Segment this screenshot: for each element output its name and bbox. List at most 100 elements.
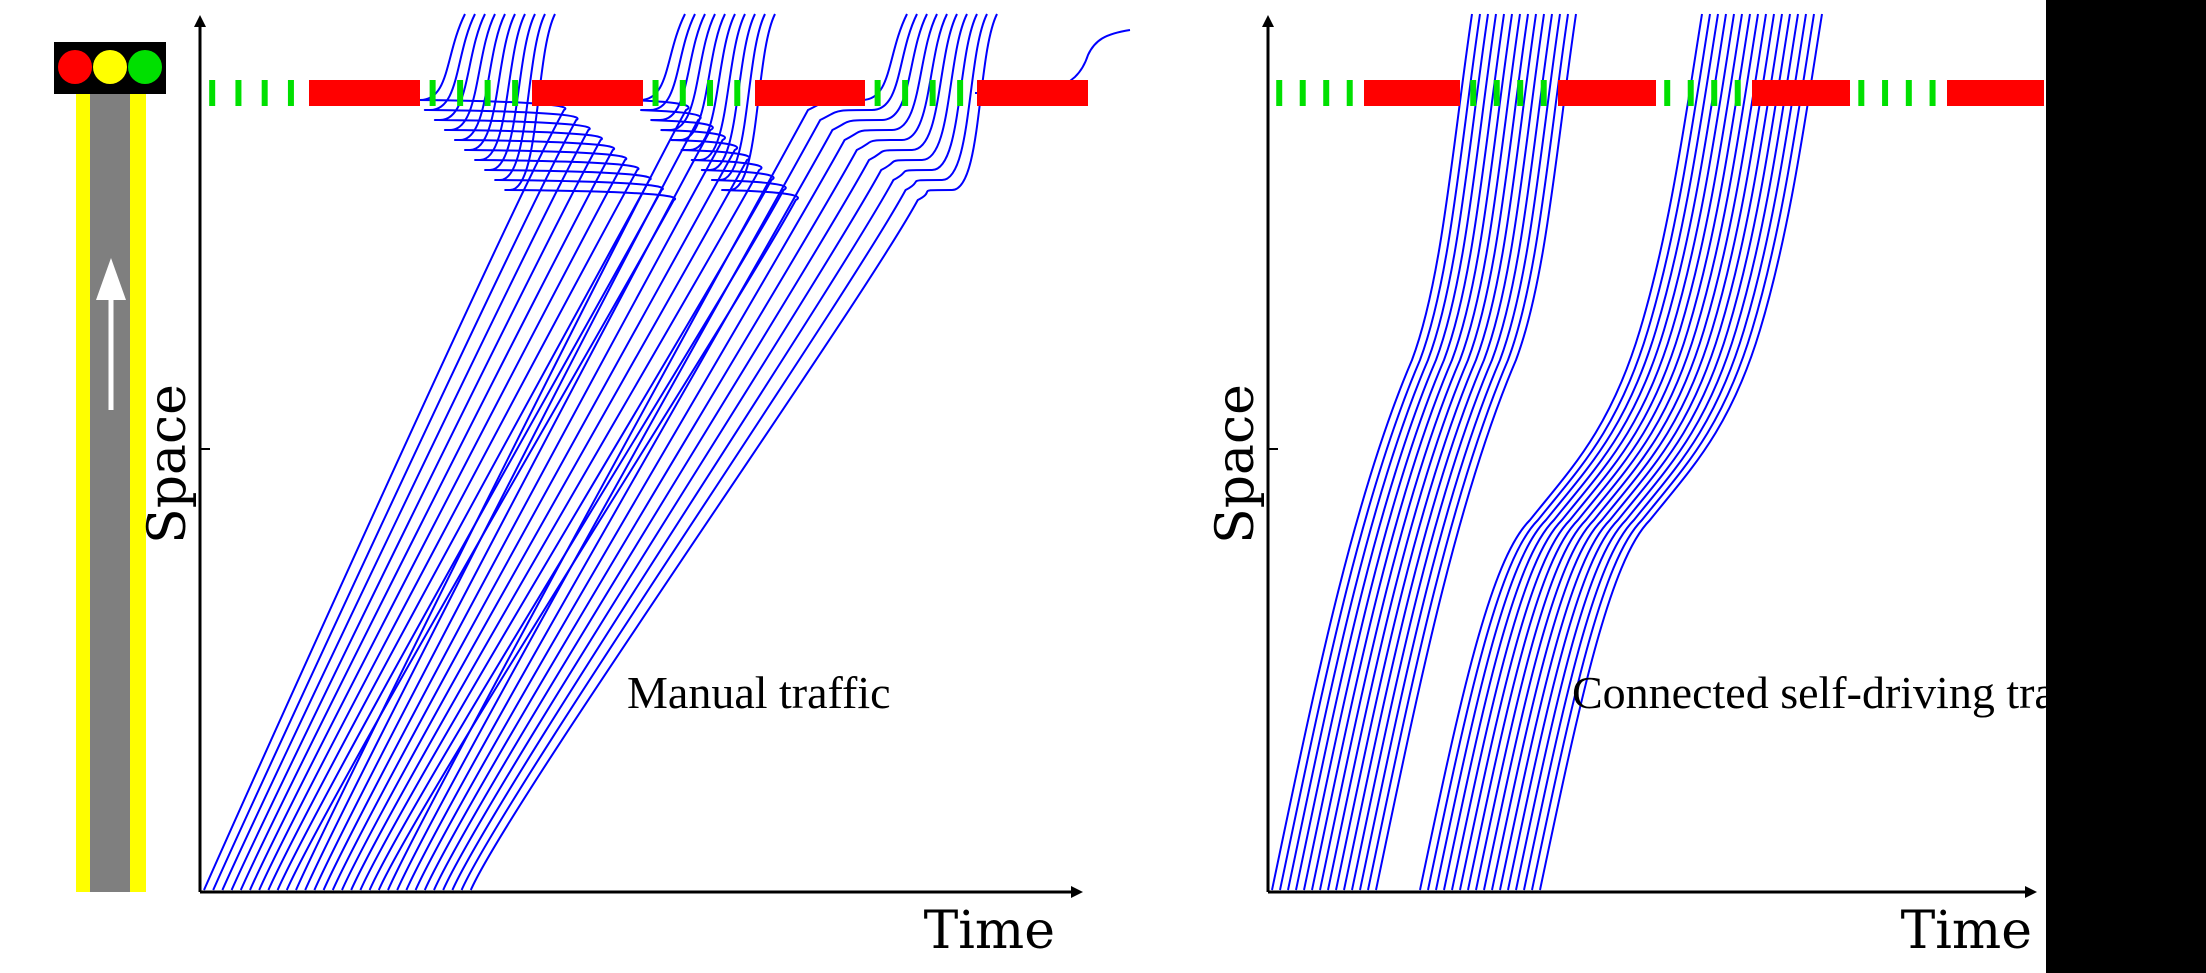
vehicle-trajectory [1435,13,1719,891]
vehicle-trajectory [1319,13,1521,891]
red-phase-segment [1558,80,1656,106]
yellow-lamp [93,50,127,84]
green-phase-dash [1929,80,1936,106]
vehicle-trajectory [1483,13,1767,891]
green-phase-dash [707,80,714,106]
vehicle-trajectory [295,13,690,891]
green-phase-dash [1346,80,1353,106]
green-phase-dash [1470,80,1477,106]
vehicle-trajectory [1467,13,1751,891]
green-phase-dash [287,80,294,106]
vehicle-trajectory [1515,13,1799,891]
manual-trajectories [203,13,1131,891]
green-phase-dash [957,80,964,106]
vehicle-trajectory [203,13,567,891]
manual-ylabel: Space [138,384,198,544]
vehicle-trajectory [1459,13,1743,891]
vehicle-trajectory [1539,13,1823,891]
vehicle-trajectory [1375,13,1577,891]
connected-ylabel: Space [1206,384,1266,544]
vehicle-trajectory [313,13,714,891]
green-phase-dash [209,80,216,106]
panel-manual-traffic: Time Space Manual traffic [138,13,1131,961]
up-arrow-icon [96,258,126,410]
vehicle-trajectory [1351,13,1553,891]
vehicle-trajectory [350,13,763,891]
vehicle-trajectory [341,13,751,891]
connected-xlabel: Time [1901,901,2032,961]
green-phase-dash [1493,80,1500,106]
vehicle-trajectory [304,13,702,891]
vehicle-trajectory [359,13,775,891]
vehicle-trajectory [1443,13,1727,891]
red-phase-segment [977,80,1088,106]
connected-annotation: Connected self-driving traf [1572,667,2071,718]
green-phase-dash [1664,80,1671,106]
red-lamp [58,50,92,84]
vehicle-trajectory [451,13,978,891]
vehicle-trajectory [1531,13,1815,891]
vehicle-trajectory [1343,13,1545,891]
vehicle-trajectory [1367,13,1569,891]
vehicle-trajectory [1335,13,1537,891]
vehicle-trajectory [331,13,739,891]
green-phase-dash [235,80,242,106]
green-phase-dash [484,80,491,106]
vehicle-trajectory [1311,13,1513,891]
vehicle-trajectory [442,13,968,891]
vehicle-trajectory [405,13,928,891]
manual-xlabel: Time [924,901,1055,961]
green-phase-dash [1905,80,1912,106]
vehicle-trajectory [258,13,640,891]
vehicle-trajectory [1475,13,1759,891]
red-phase-segment [1947,80,2044,106]
road-left-edge [76,90,90,892]
vehicle-trajectory [1419,13,1703,891]
green-phase-dash [1882,80,1889,106]
manual-annotation: Manual traffic [627,667,891,718]
green-phase-dash [429,80,436,106]
green-phase-dash [1858,80,1865,106]
green-phase-dash [929,80,936,106]
vehicle-trajectory [433,13,958,891]
red-phase-segment [309,80,420,106]
green-phase-dash [1734,80,1741,106]
green-phase-dash [512,80,519,106]
green-phase-dash [1276,80,1283,106]
vehicle-trajectory [414,13,938,891]
vehicle-trajectory [423,13,948,891]
red-phase-segment [1752,80,1850,106]
vehicle-trajectory [239,13,616,891]
vehicle-trajectory [1427,13,1711,891]
green-phase-dash [902,80,909,106]
vehicle-trajectory [469,13,998,891]
manual-signal-bar [209,80,1088,106]
vehicle-trajectory [1523,13,1807,891]
vehicle-trajectory [1499,13,1783,891]
green-phase-dash [734,80,741,106]
panel-connected-traffic: Time Space Connected self-driving traf [1206,13,2071,961]
vehicle-trajectory [1491,13,1775,891]
road-right-edge [130,90,146,892]
vehicle-trajectory [1295,13,1497,891]
green-phase-dash [261,80,268,106]
red-phase-segment [532,80,643,106]
connected-signal-bar [1276,80,2044,106]
road-illustration [76,90,146,892]
green-phase-dash [457,80,464,106]
red-phase-segment [1364,80,1460,106]
vehicle-trajectory [230,13,603,891]
green-phase-dash [1540,80,1547,106]
green-lamp [128,50,162,84]
vehicle-trajectory [249,13,628,891]
vehicle-trajectory [322,13,726,891]
red-phase-segment [755,80,865,106]
vehicle-trajectory [212,13,579,891]
vehicle-trajectory [221,13,591,891]
vehicle-trajectory [1507,13,1791,891]
green-phase-dash [1323,80,1330,106]
green-phase-dash [652,80,659,106]
vehicle-trajectory [1279,13,1481,891]
vehicle-trajectory [1303,13,1505,891]
